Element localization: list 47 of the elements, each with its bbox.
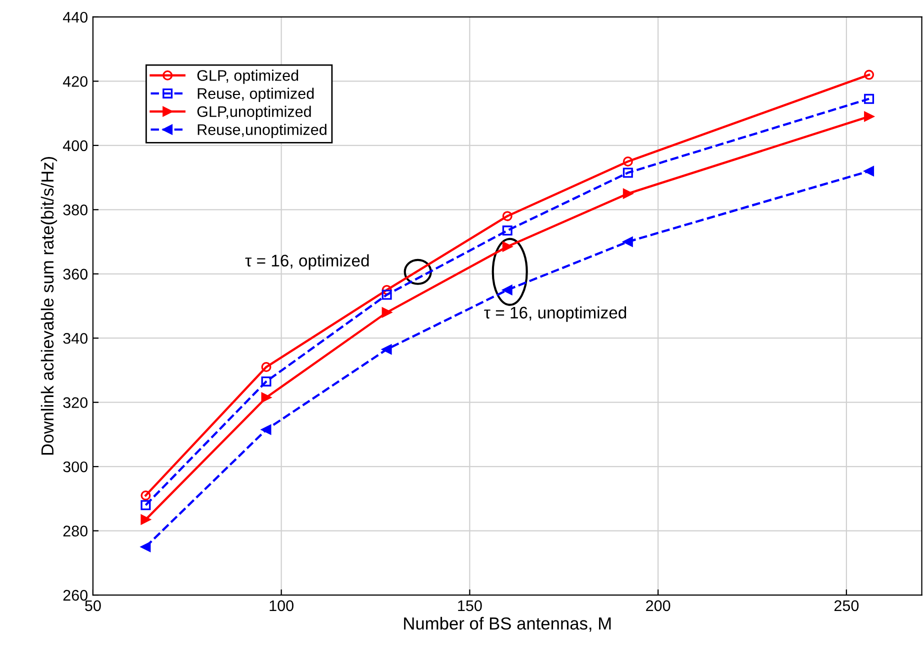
y-axis-title: Downlink achievable sum rate(bit/s/Hz) xyxy=(40,157,58,455)
point xyxy=(140,542,151,552)
annotation: τ = 16, optimized xyxy=(245,254,369,270)
point xyxy=(622,188,633,199)
point xyxy=(622,236,633,247)
point xyxy=(622,156,633,166)
point xyxy=(864,112,874,122)
y-tick-label: 400 xyxy=(62,140,88,152)
point xyxy=(502,211,512,222)
x-axis-title: Number of BS antennas, M xyxy=(404,616,611,632)
y-tick-label: 380 xyxy=(63,204,88,216)
point xyxy=(382,284,392,295)
y-tick-label: 260 xyxy=(63,590,88,601)
y-tick-label: 300 xyxy=(63,461,88,472)
point xyxy=(261,392,272,403)
point xyxy=(140,490,151,500)
point xyxy=(502,284,512,295)
x-tick-label: 200 xyxy=(646,600,670,612)
legend-label: Reuse,unoptimized xyxy=(198,124,326,138)
point xyxy=(622,168,633,178)
legend-label: GLP, optimized xyxy=(197,70,298,84)
point xyxy=(864,166,874,176)
point xyxy=(140,500,151,510)
y-tick-label: 280 xyxy=(63,526,88,536)
point xyxy=(502,226,512,236)
point xyxy=(261,376,272,386)
y-tick-label: 360 xyxy=(63,268,88,280)
point xyxy=(382,307,392,318)
point xyxy=(864,70,874,80)
point xyxy=(502,242,512,252)
point xyxy=(864,94,874,104)
legend-label: GLP,unoptimized xyxy=(197,106,311,120)
point xyxy=(261,424,272,435)
point xyxy=(261,362,272,372)
x-tick-label: 100 xyxy=(270,600,294,612)
legend-label: Reuse, optimized xyxy=(198,88,314,102)
annotation: τ = 16, unoptimized xyxy=(484,306,626,322)
x-tick-label: 50 xyxy=(85,600,101,612)
x-tick-label: 250 xyxy=(834,600,859,612)
y-tick-label: 340 xyxy=(63,332,88,344)
y-tick-label: 420 xyxy=(62,76,88,87)
y-tick-label: 440 xyxy=(62,12,88,23)
y-tick-label: 320 xyxy=(63,397,88,408)
point xyxy=(382,344,392,354)
point xyxy=(140,514,151,525)
x-tick-label: 150 xyxy=(458,600,482,612)
point xyxy=(382,290,392,300)
